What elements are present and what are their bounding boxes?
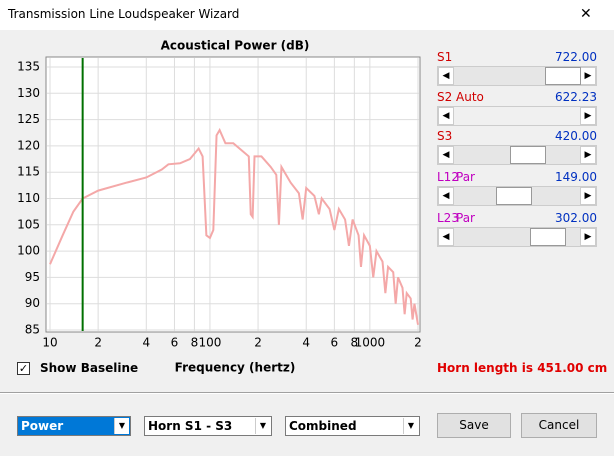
y-tick-label: 120: [17, 138, 40, 152]
slider-label: S2: [437, 90, 453, 104]
plot-area: [45, 56, 421, 333]
slider-thumb[interactable]: [496, 187, 532, 205]
slider[interactable]: ◀ ▶: [437, 186, 597, 206]
x-tick-label: 2: [254, 336, 262, 350]
y-tick-label: 85: [25, 323, 40, 337]
horn-length: Horn length is 451.00 cm: [437, 361, 608, 375]
slider-arrow[interactable]: ▶: [580, 228, 596, 246]
slider-arrow[interactable]: ▶: [580, 67, 596, 85]
slider-mode: Par: [456, 211, 475, 225]
slider-thumb[interactable]: [530, 228, 566, 246]
y-tick-label: 100: [17, 244, 40, 258]
x-tick-label: 2: [414, 336, 422, 350]
close-button[interactable]: ✕: [580, 6, 592, 22]
slider-label: S1: [437, 50, 453, 64]
checkbox-label[interactable]: Show Baseline: [40, 361, 139, 375]
y-tick-label: 95: [25, 270, 40, 284]
title-bar: Transmission Line Loudspeaker Wizard ✕: [0, 0, 614, 30]
slider-mode: Par: [456, 170, 475, 184]
save-button[interactable]: Save: [437, 413, 511, 438]
slider-label: L12: [437, 170, 459, 184]
x-tick-label: 8: [351, 336, 359, 350]
y-tick-label: 110: [17, 191, 40, 205]
slider[interactable]: ◀ ▶: [437, 145, 597, 165]
chart: Acoustical Power (dB) Frequency (hertz) …: [17, 39, 422, 375]
slider-value: 420.00: [555, 129, 597, 143]
x-tick-label: 1000: [355, 336, 386, 350]
slider-thumb[interactable]: [510, 146, 546, 164]
x-tick-label: 2: [94, 336, 102, 350]
slider-mode: Auto: [456, 90, 484, 104]
x-tick-label: 10: [42, 336, 57, 350]
dropdown[interactable]: Horn S1 - S3 ▼: [144, 416, 272, 436]
slider-arrow[interactable]: ◀: [438, 187, 454, 205]
y-tick-label: 90: [25, 296, 40, 310]
x-tick-label: 8: [191, 336, 199, 350]
dropdown-text: Combined: [289, 419, 357, 433]
slider-arrow[interactable]: ◀: [438, 67, 454, 85]
x-tick-label: 6: [171, 336, 179, 350]
slider-value: 722.00: [555, 50, 597, 64]
slider-value: 622.23: [555, 90, 597, 104]
dropdown[interactable]: Combined ▼: [285, 416, 420, 436]
separator: [0, 392, 614, 394]
y-tick-label: 105: [17, 217, 40, 231]
slider[interactable]: ◀ ▶: [437, 66, 597, 86]
x-axis-label: Frequency (hertz): [175, 361, 296, 375]
y-tick-label: 115: [17, 165, 40, 179]
slider-value: 149.00: [555, 170, 597, 184]
y-tick-label: 125: [17, 112, 40, 126]
checkbox[interactable]: ✓: [17, 362, 30, 375]
data-line: [49, 127, 419, 325]
slider-label: L23: [437, 211, 459, 225]
slider-arrow[interactable]: ◀: [438, 107, 454, 125]
dropdown-text: Horn S1 - S3: [148, 419, 233, 433]
slider-arrow[interactable]: ▶: [580, 187, 596, 205]
dropdown-text: Power: [21, 419, 64, 433]
x-tick-label: 4: [302, 336, 310, 350]
slider-value: 302.00: [555, 211, 597, 225]
window-title: Transmission Line Loudspeaker Wizard: [8, 7, 240, 21]
slider-arrow[interactable]: ▶: [580, 107, 596, 125]
y-tick-label: 135: [17, 60, 40, 74]
slider-arrow[interactable]: ◀: [438, 146, 454, 164]
x-tick-label: 100: [198, 336, 221, 350]
chart-title: Acoustical Power (dB): [161, 39, 310, 53]
cancel-button[interactable]: Cancel: [521, 413, 597, 438]
slider-arrow[interactable]: ▶: [580, 146, 596, 164]
slider[interactable]: ◀ ▶: [437, 106, 597, 126]
slider-thumb[interactable]: [545, 67, 581, 85]
slider-arrow[interactable]: ◀: [438, 228, 454, 246]
dropdown[interactable]: Power ▼: [17, 416, 131, 436]
slider-label: S3: [437, 129, 453, 143]
slider[interactable]: ◀ ▶: [437, 227, 597, 247]
y-tick-label: 130: [17, 86, 40, 100]
x-tick-label: 6: [331, 336, 339, 350]
x-tick-label: 4: [142, 336, 150, 350]
